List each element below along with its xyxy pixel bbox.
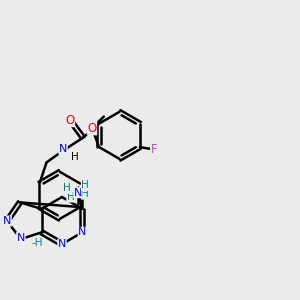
Text: N: N — [59, 144, 67, 154]
Text: H: H — [81, 180, 89, 190]
Text: O: O — [87, 122, 97, 135]
Text: H: H — [67, 192, 74, 202]
Text: H: H — [71, 152, 79, 162]
Text: N: N — [58, 239, 66, 249]
Text: N: N — [74, 188, 82, 198]
Text: H: H — [63, 183, 71, 193]
Text: F: F — [151, 143, 157, 156]
Text: O: O — [65, 114, 75, 127]
Text: N: N — [17, 232, 25, 243]
Text: N: N — [3, 216, 11, 226]
Text: N: N — [78, 227, 86, 237]
Text: H: H — [81, 189, 89, 199]
Text: -H: -H — [31, 238, 43, 248]
